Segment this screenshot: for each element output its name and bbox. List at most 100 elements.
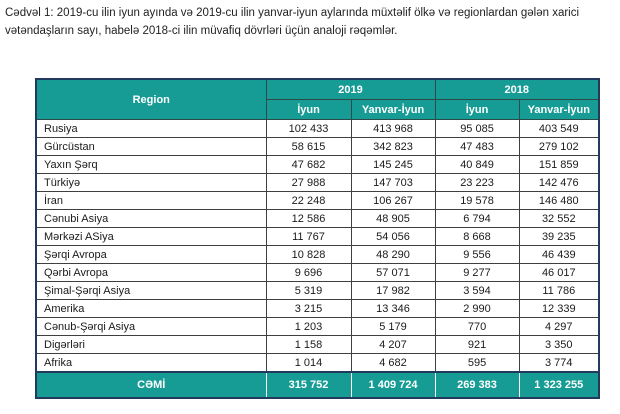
- value-cell: 9 556: [434, 245, 520, 264]
- value-cell: 145 245: [350, 155, 436, 174]
- region-cell: Cənub-Şərqi Asiya: [35, 317, 267, 336]
- value-cell: 54 056: [350, 227, 436, 246]
- value-cell: 39 235: [518, 227, 600, 246]
- value-cell: 4 682: [350, 353, 436, 373]
- value-cell: 32 552: [518, 209, 600, 228]
- region-cell: Afrika: [35, 353, 267, 373]
- value-cell: 3 774: [518, 353, 600, 373]
- value-cell: 1 014: [265, 353, 352, 373]
- table-row: Amerika 3 215 13 346 2 990 12 339: [35, 299, 600, 318]
- value-cell: 12 586: [265, 209, 352, 228]
- header-year-row: Region 2019 2018: [35, 78, 600, 120]
- value-cell: 40 849: [434, 155, 520, 174]
- value-cell: 770: [434, 317, 520, 336]
- value-cell: 2 990: [434, 299, 520, 318]
- table-header: Region 2019 2018 İyun Yanvar-İyun İyun Y…: [35, 78, 600, 120]
- value-cell: 47 682: [265, 155, 352, 174]
- value-cell: 142 476: [518, 173, 600, 192]
- value-cell: 11 767: [265, 227, 352, 246]
- region-cell: Mərkəzi ASiya: [35, 227, 267, 246]
- value-cell: 27 988: [265, 173, 352, 192]
- region-cell: Türkiyə: [35, 173, 267, 192]
- value-cell: 413 968: [350, 119, 436, 138]
- region-cell: Şərqi Avropa: [35, 245, 267, 264]
- table-row: Gürcüstan 58 615 342 823 47 483 279 102: [35, 137, 600, 156]
- col-header-2018-iyun: İyun: [434, 99, 520, 120]
- col-header-2019-iyun: İyun: [265, 99, 352, 120]
- value-cell: 10 828: [265, 245, 352, 264]
- value-cell: 6 794: [434, 209, 520, 228]
- value-cell: 595: [434, 353, 520, 373]
- total-value-cell: 1 409 724: [350, 371, 436, 399]
- table-row: Rusiya 102 433 413 968 95 085 403 549: [35, 119, 600, 138]
- value-cell: 19 578: [434, 191, 520, 210]
- total-value-cell: 315 752: [265, 371, 351, 399]
- value-cell: 921: [434, 335, 520, 354]
- value-cell: 3 215: [265, 299, 352, 318]
- col-header-2018-yanvar-iyun: Yanvar-İyun: [518, 99, 600, 120]
- region-cell: Rusiya: [35, 119, 267, 138]
- table-caption: Cədvəl 1: 2019-cu ilin iyun ayında və 20…: [5, 7, 580, 37]
- year-2019-header: 2019: [265, 78, 436, 100]
- value-cell: 9 277: [434, 263, 520, 282]
- total-row: CƏMİ 315 752 1 409 724 269 383 1 323 255: [36, 371, 600, 399]
- value-cell: 4 207: [350, 335, 436, 354]
- region-cell: Gürcüstan: [35, 137, 267, 156]
- value-cell: 57 071: [350, 263, 436, 282]
- value-cell: 46 439: [518, 245, 600, 264]
- region-column-header: Region: [35, 78, 267, 120]
- table-row: Cənub-Şərqi Asiya 1 203 5 179 770 4 297: [35, 317, 600, 336]
- value-cell: 58 615: [265, 137, 352, 156]
- region-cell: Digərləri: [35, 335, 267, 354]
- region-cell: Yaxın Şərq: [35, 155, 267, 174]
- value-cell: 403 549: [518, 119, 600, 138]
- value-cell: 95 085: [434, 119, 520, 138]
- table-footer: CƏMİ 315 752 1 409 724 269 383 1 323 255: [36, 371, 600, 399]
- year-2018-header: 2018: [434, 78, 600, 100]
- header-month-row: İyun Yanvar-İyun İyun Yanvar-İyun: [36, 99, 600, 120]
- table-row: Şərqi Avropa 10 828 48 290 9 556 46 439: [35, 245, 600, 264]
- total-value-cell: 1 323 255: [518, 371, 600, 399]
- value-cell: 8 668: [434, 227, 520, 246]
- value-cell: 1 158: [265, 335, 352, 354]
- total-value-cell: 269 383: [434, 371, 520, 399]
- value-cell: 151 859: [518, 155, 600, 174]
- value-cell: 23 223: [434, 173, 520, 192]
- value-cell: 46 017: [518, 263, 600, 282]
- value-cell: 106 267: [350, 191, 436, 210]
- value-cell: 48 905: [350, 209, 436, 228]
- table-row: Afrika 1 014 4 682 595 3 774: [35, 353, 600, 373]
- value-cell: 5 319: [265, 281, 352, 300]
- value-cell: 5 179: [350, 317, 436, 336]
- table-body: Rusiya 102 433 413 968 95 085 403 549 Gürcüst…: [35, 119, 600, 373]
- region-cell: Amerika: [35, 299, 267, 318]
- region-cell: Cənubi Asiya: [35, 209, 267, 228]
- region-cell: Qərbi Avropa: [35, 263, 267, 282]
- table-row: Qərbi Avropa 9 696 57 071 9 277 46 017: [35, 263, 600, 282]
- table-row: Mərkəzi ASiya 11 767 54 056 8 668 39 235: [35, 227, 600, 246]
- value-cell: 17 982: [350, 281, 436, 300]
- value-cell: 9 696: [265, 263, 352, 282]
- value-cell: 48 290: [350, 245, 436, 264]
- value-cell: 147 703: [350, 173, 436, 192]
- value-cell: 13 346: [350, 299, 436, 318]
- value-cell: 279 102: [518, 137, 600, 156]
- table-row: Yaxın Şərq 47 682 145 245 40 849 151 859: [35, 155, 600, 174]
- table-row: İran 22 248 106 267 19 578 146 480: [35, 191, 600, 210]
- table-row: Digərləri 1 158 4 207 921 3 350: [35, 335, 600, 354]
- value-cell: 146 480: [518, 191, 600, 210]
- value-cell: 3 594: [434, 281, 520, 300]
- value-cell: 22 248: [265, 191, 352, 210]
- value-cell: 102 433: [265, 119, 352, 138]
- table-row: Türkiyə 27 988 147 703 23 223 142 476: [35, 173, 600, 192]
- value-cell: 3 350: [518, 335, 600, 354]
- table-row: Şimal-Şərqi Asiya 5 319 17 982 3 594 11 786: [35, 281, 600, 300]
- value-cell: 1 203: [265, 317, 352, 336]
- value-cell: 342 823: [350, 137, 436, 156]
- regions-visitors-table: Region 2019 2018 İyun Yanvar-İyun İyun Y…: [35, 78, 601, 399]
- col-header-2019-yanvar-iyun: Yanvar-İyun: [350, 99, 436, 120]
- table-row: Cənubi Asiya 12 586 48 905 6 794 32 552: [35, 209, 600, 228]
- total-label: CƏMİ: [36, 371, 266, 399]
- value-cell: 11 786: [518, 281, 600, 300]
- value-cell: 12 339: [518, 299, 600, 318]
